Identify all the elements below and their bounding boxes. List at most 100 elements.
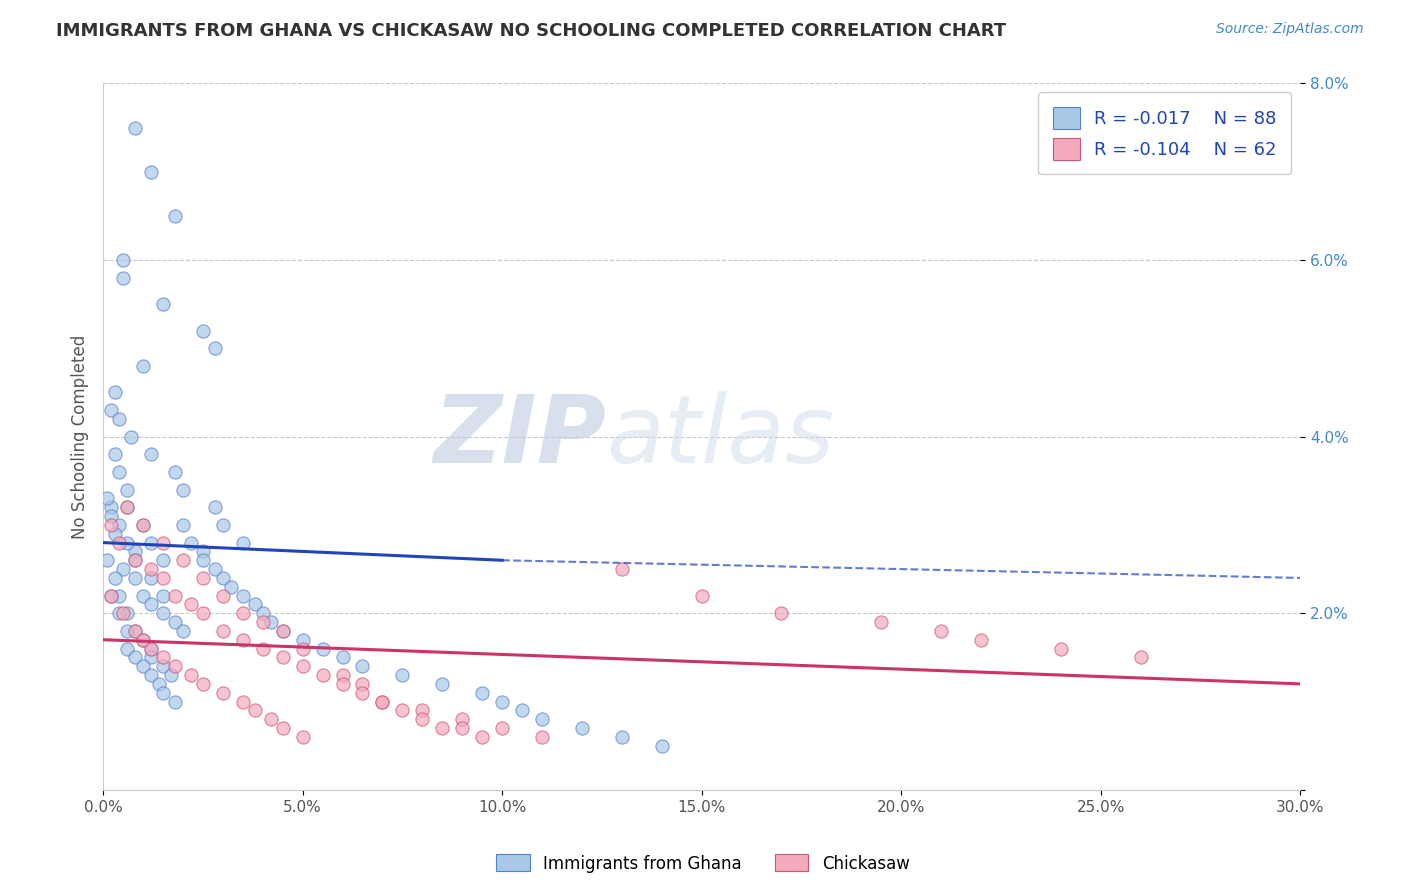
Point [100,500,122,515]
Point [571,721,593,735]
Y-axis label: No Schooling Completed: No Schooling Completed [72,334,89,539]
Point [243,598,266,612]
Point [163,694,186,708]
Point [219,580,242,594]
Point [232,606,254,620]
Point [115,500,138,515]
Point [271,721,294,735]
Point [291,632,314,647]
Point [104,447,127,461]
Point [108,412,131,426]
Point [929,624,952,638]
Point [172,553,194,567]
Point [311,668,333,682]
Point [163,659,186,673]
Point [371,694,394,708]
Point [139,165,162,179]
Point [115,606,138,620]
Point [152,571,174,585]
Point [291,730,314,744]
Point [152,606,174,620]
Point [163,615,186,629]
Point [112,270,135,285]
Point [132,632,155,647]
Point [332,668,354,682]
Point [152,686,174,700]
Point [163,209,186,223]
Point [211,686,233,700]
Point [252,641,274,656]
Point [108,606,131,620]
Point [115,483,138,497]
Point [232,632,254,647]
Point [100,517,122,532]
Point [163,465,186,479]
Point [352,659,374,673]
Point [172,624,194,638]
Point [432,721,454,735]
Point [211,517,233,532]
Point [115,641,138,656]
Point [152,650,174,665]
Text: ZIP: ZIP [433,391,606,483]
Point [112,562,135,576]
Point [291,659,314,673]
Point [104,571,127,585]
Point [391,703,413,717]
Point [471,730,494,744]
Point [232,694,254,708]
Point [1129,650,1152,665]
Point [160,668,183,682]
Point [180,598,202,612]
Point [152,589,174,603]
Point [191,553,214,567]
Point [271,624,294,638]
Legend: R = -0.017    N = 88, R = -0.104    N = 62: R = -0.017 N = 88, R = -0.104 N = 62 [1038,93,1291,175]
Point [172,517,194,532]
Point [104,385,127,400]
Point [491,721,513,735]
Point [211,589,233,603]
Point [108,535,131,549]
Point [139,571,162,585]
Point [115,624,138,638]
Point [232,535,254,549]
Point [970,632,993,647]
Point [124,553,146,567]
Point [243,703,266,717]
Point [770,606,793,620]
Point [391,668,413,682]
Point [104,526,127,541]
Point [204,342,226,356]
Point [432,677,454,691]
Point [204,500,226,515]
Point [139,668,162,682]
Point [232,589,254,603]
Point [124,650,146,665]
Point [139,598,162,612]
Point [411,703,433,717]
Point [120,430,142,444]
Point [211,624,233,638]
Text: IMMIGRANTS FROM GHANA VS CHICKASAW NO SCHOOLING COMPLETED CORRELATION CHART: IMMIGRANTS FROM GHANA VS CHICKASAW NO SC… [56,22,1007,40]
Point [271,650,294,665]
Text: atlas: atlas [606,391,834,483]
Point [531,730,554,744]
Legend: Immigrants from Ghana, Chickasaw: Immigrants from Ghana, Chickasaw [489,847,917,880]
Point [610,562,633,576]
Point [124,544,146,558]
Point [870,615,893,629]
Point [132,632,155,647]
Point [124,624,146,638]
Point [191,324,214,338]
Point [204,562,226,576]
Point [411,712,433,726]
Point [690,589,713,603]
Point [252,615,274,629]
Point [112,606,135,620]
Point [491,694,513,708]
Point [163,589,186,603]
Point [148,677,170,691]
Point [172,483,194,497]
Point [124,553,146,567]
